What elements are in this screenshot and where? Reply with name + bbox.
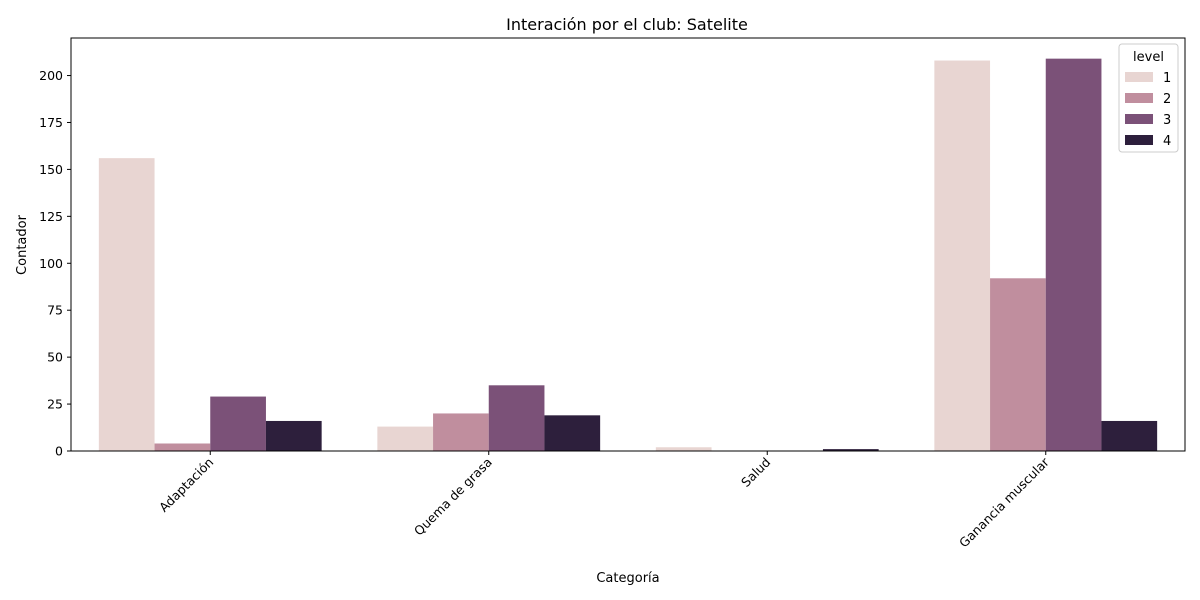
x-tick-label: Ganancia muscular [956,454,1052,550]
legend-label: 3 [1163,113,1171,128]
bars-group [98,58,1158,452]
x-axis-label: Categoría [596,571,659,586]
y-axis-ticks: 0 25 50 75 100 125 150 175 200 [39,68,71,459]
bar-level-4-0 [265,420,322,451]
bar-level-3-0 [210,396,266,451]
legend-label: 2 [1163,92,1171,107]
chart-title: Interación por el club: Satelite [506,15,748,34]
legend-label: 1 [1163,71,1171,86]
y-tick-label: 100 [39,256,63,271]
y-axis-label: Contador [15,214,30,275]
x-axis-ticks: Adaptación Quema de grasa Salud Ganancia mu… [156,451,1052,550]
legend-label: 4 [1163,134,1171,149]
bar-level-1-0 [98,158,155,451]
y-tick-label: 200 [39,68,63,83]
y-tick-label: 25 [47,397,63,412]
bar-level-4-2 [822,449,879,451]
bar-level-1-3 [934,60,991,451]
legend: level 1 2 3 4 [1118,43,1179,153]
legend-title: level [1133,50,1164,65]
bar-level-1-2 [655,447,712,451]
legend-swatch [1125,135,1153,145]
bar-level-2-1 [433,413,489,451]
legend-swatch [1125,114,1153,124]
plot-frame [70,37,1186,452]
x-tick-label: Salud [738,455,773,490]
y-tick-label: 0 [55,444,63,459]
y-tick-label: 125 [39,209,63,224]
x-tick-label: Adaptación [156,455,216,515]
bar-level-2-0 [154,443,211,451]
bar-level-3-1 [488,385,545,451]
bar-level-1-1 [377,426,434,451]
bar-level-4-1 [544,415,601,451]
bar-level-2-3 [990,278,1046,451]
bar-level-3-3 [1045,58,1102,452]
bar-level-4-3 [1101,420,1158,451]
x-tick-label: Quema de grasa [411,455,495,539]
legend-swatch [1125,72,1153,82]
y-tick-label: 175 [39,115,63,130]
y-tick-label: 75 [47,303,63,318]
y-tick-label: 150 [39,162,63,177]
y-tick-label: 50 [47,350,63,365]
legend-swatch [1125,93,1153,103]
